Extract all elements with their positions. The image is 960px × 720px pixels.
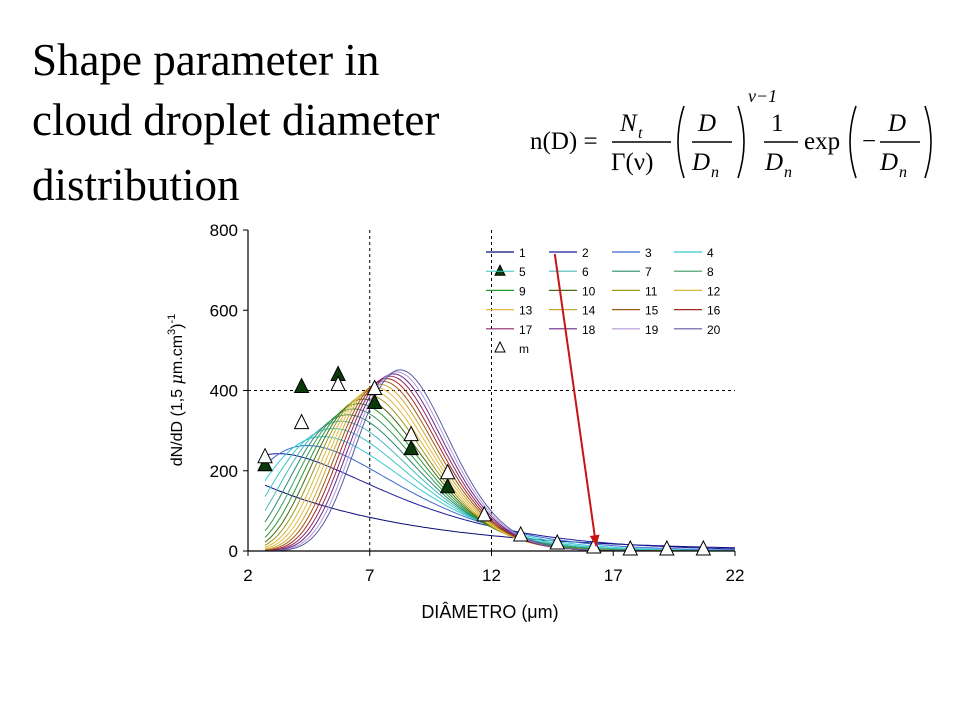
legend-label-4: 4 <box>707 246 714 260</box>
y-tick-label: 600 <box>210 301 238 320</box>
formula-den4-sub: n <box>899 164 907 181</box>
formula-den3-sub: n <box>784 164 792 181</box>
legend-label-18: 18 <box>582 323 596 337</box>
legend-label-2: 2 <box>582 246 589 260</box>
y-tick-label: 0 <box>229 542 238 561</box>
y-tick-label: 400 <box>210 382 238 401</box>
legend-label-16: 16 <box>707 304 721 318</box>
data-point-series-m <box>585 537 602 554</box>
data-point-series-m <box>366 379 383 395</box>
y-label-sup-3: 3 <box>166 329 178 335</box>
legend-label-12: 12 <box>707 284 721 298</box>
formula-den2: D <box>691 149 710 176</box>
red-arrow-head <box>589 534 600 547</box>
series-line-3 <box>264 445 736 551</box>
legend-label-7: 7 <box>645 265 652 279</box>
legend-label-8: 8 <box>707 265 714 279</box>
y-label-paren: ) <box>169 324 186 329</box>
legend-marker-5 <box>494 264 506 276</box>
formula-exp-word: exp <box>804 128 840 155</box>
series-line-1 <box>264 484 736 549</box>
x-tick-label: 2 <box>243 566 252 585</box>
legend-label-14: 14 <box>582 304 596 318</box>
legend-label-19: 19 <box>645 323 659 337</box>
formula-num2: D <box>697 110 716 137</box>
data-point-series-m <box>622 539 639 556</box>
legend-label-5: 5 <box>519 265 526 279</box>
legend-label-10: 10 <box>582 284 596 298</box>
series-line-2 <box>264 453 735 550</box>
data-point-series-m <box>257 447 273 464</box>
legend-label-20: 20 <box>707 323 721 337</box>
legend-label-11: 11 <box>645 284 658 298</box>
data-point-series-m <box>549 533 566 550</box>
formula-den1: Γ(ν) <box>611 149 653 176</box>
legend-label-15: 15 <box>645 304 659 318</box>
data-point-series-m <box>476 505 493 522</box>
data-point-series-m <box>659 539 675 556</box>
formula-lhs: n(D) = <box>530 128 598 155</box>
title-line-2: cloud droplet diameter <box>32 95 440 145</box>
formula-den2-sub: n <box>711 164 719 181</box>
x-tick-label: 12 <box>482 566 501 585</box>
y-label-mu: μ <box>167 374 186 384</box>
data-point-series-m <box>695 539 712 556</box>
legend-label-m: m <box>519 342 529 356</box>
y-tick-label: 800 <box>210 221 238 240</box>
formula-den4: D <box>879 149 898 176</box>
x-axis-label: DIÂMETRO (μm) <box>421 602 558 622</box>
y-tick-label: 200 <box>210 462 238 481</box>
data-point-series-5 <box>366 393 383 410</box>
data-point-series-5 <box>293 377 310 393</box>
data-point-series-m <box>293 413 310 430</box>
data-point-series-m <box>330 375 346 391</box>
red-arrow-shaft <box>553 253 598 547</box>
y-label-text: dN/dD (1,5 <box>169 384 186 466</box>
y-label-sup-minus1: -1 <box>166 314 178 324</box>
x-tick-label: 7 <box>365 566 374 585</box>
data-point-series-m <box>439 463 456 480</box>
legend-label-3: 3 <box>645 246 652 260</box>
formula-minus: − <box>862 128 876 155</box>
series-line-16 <box>264 378 735 552</box>
title-line-3: distribution <box>32 160 240 210</box>
series-line-18 <box>264 373 735 552</box>
y-label-unit: m.cm <box>169 335 186 374</box>
y-axis-label: dN/dD (1,5 μm.cm3)-1 <box>166 314 186 467</box>
formula-den3: D <box>764 149 783 176</box>
x-tick-label: 17 <box>604 566 623 585</box>
legend-label-9: 9 <box>519 284 526 298</box>
legend-label-1: 1 <box>519 246 526 260</box>
x-tick-label: 22 <box>726 566 745 585</box>
legend-label-13: 13 <box>519 304 533 318</box>
title-line-1: Shape parameter in <box>32 35 380 85</box>
data-point-series-5 <box>257 455 273 472</box>
formula-num1: N <box>619 110 638 137</box>
gamma-distribution-formula: n(D) = N t Γ(ν) D D n ν−1 1 D n exp − D … <box>530 86 932 181</box>
legend-label-17: 17 <box>519 323 533 337</box>
legend-label-6: 6 <box>582 265 589 279</box>
data-point-series-m <box>512 525 529 542</box>
data-point-series-5 <box>403 439 419 456</box>
formula-exponent: ν−1 <box>748 86 777 106</box>
data-point-series-m <box>403 425 419 442</box>
data-point-series-5 <box>439 477 456 494</box>
legend-marker-m <box>494 340 506 353</box>
formula-num3: 1 <box>771 110 784 137</box>
formula-num1-sub: t <box>638 125 643 142</box>
formula-num4: D <box>887 110 906 137</box>
